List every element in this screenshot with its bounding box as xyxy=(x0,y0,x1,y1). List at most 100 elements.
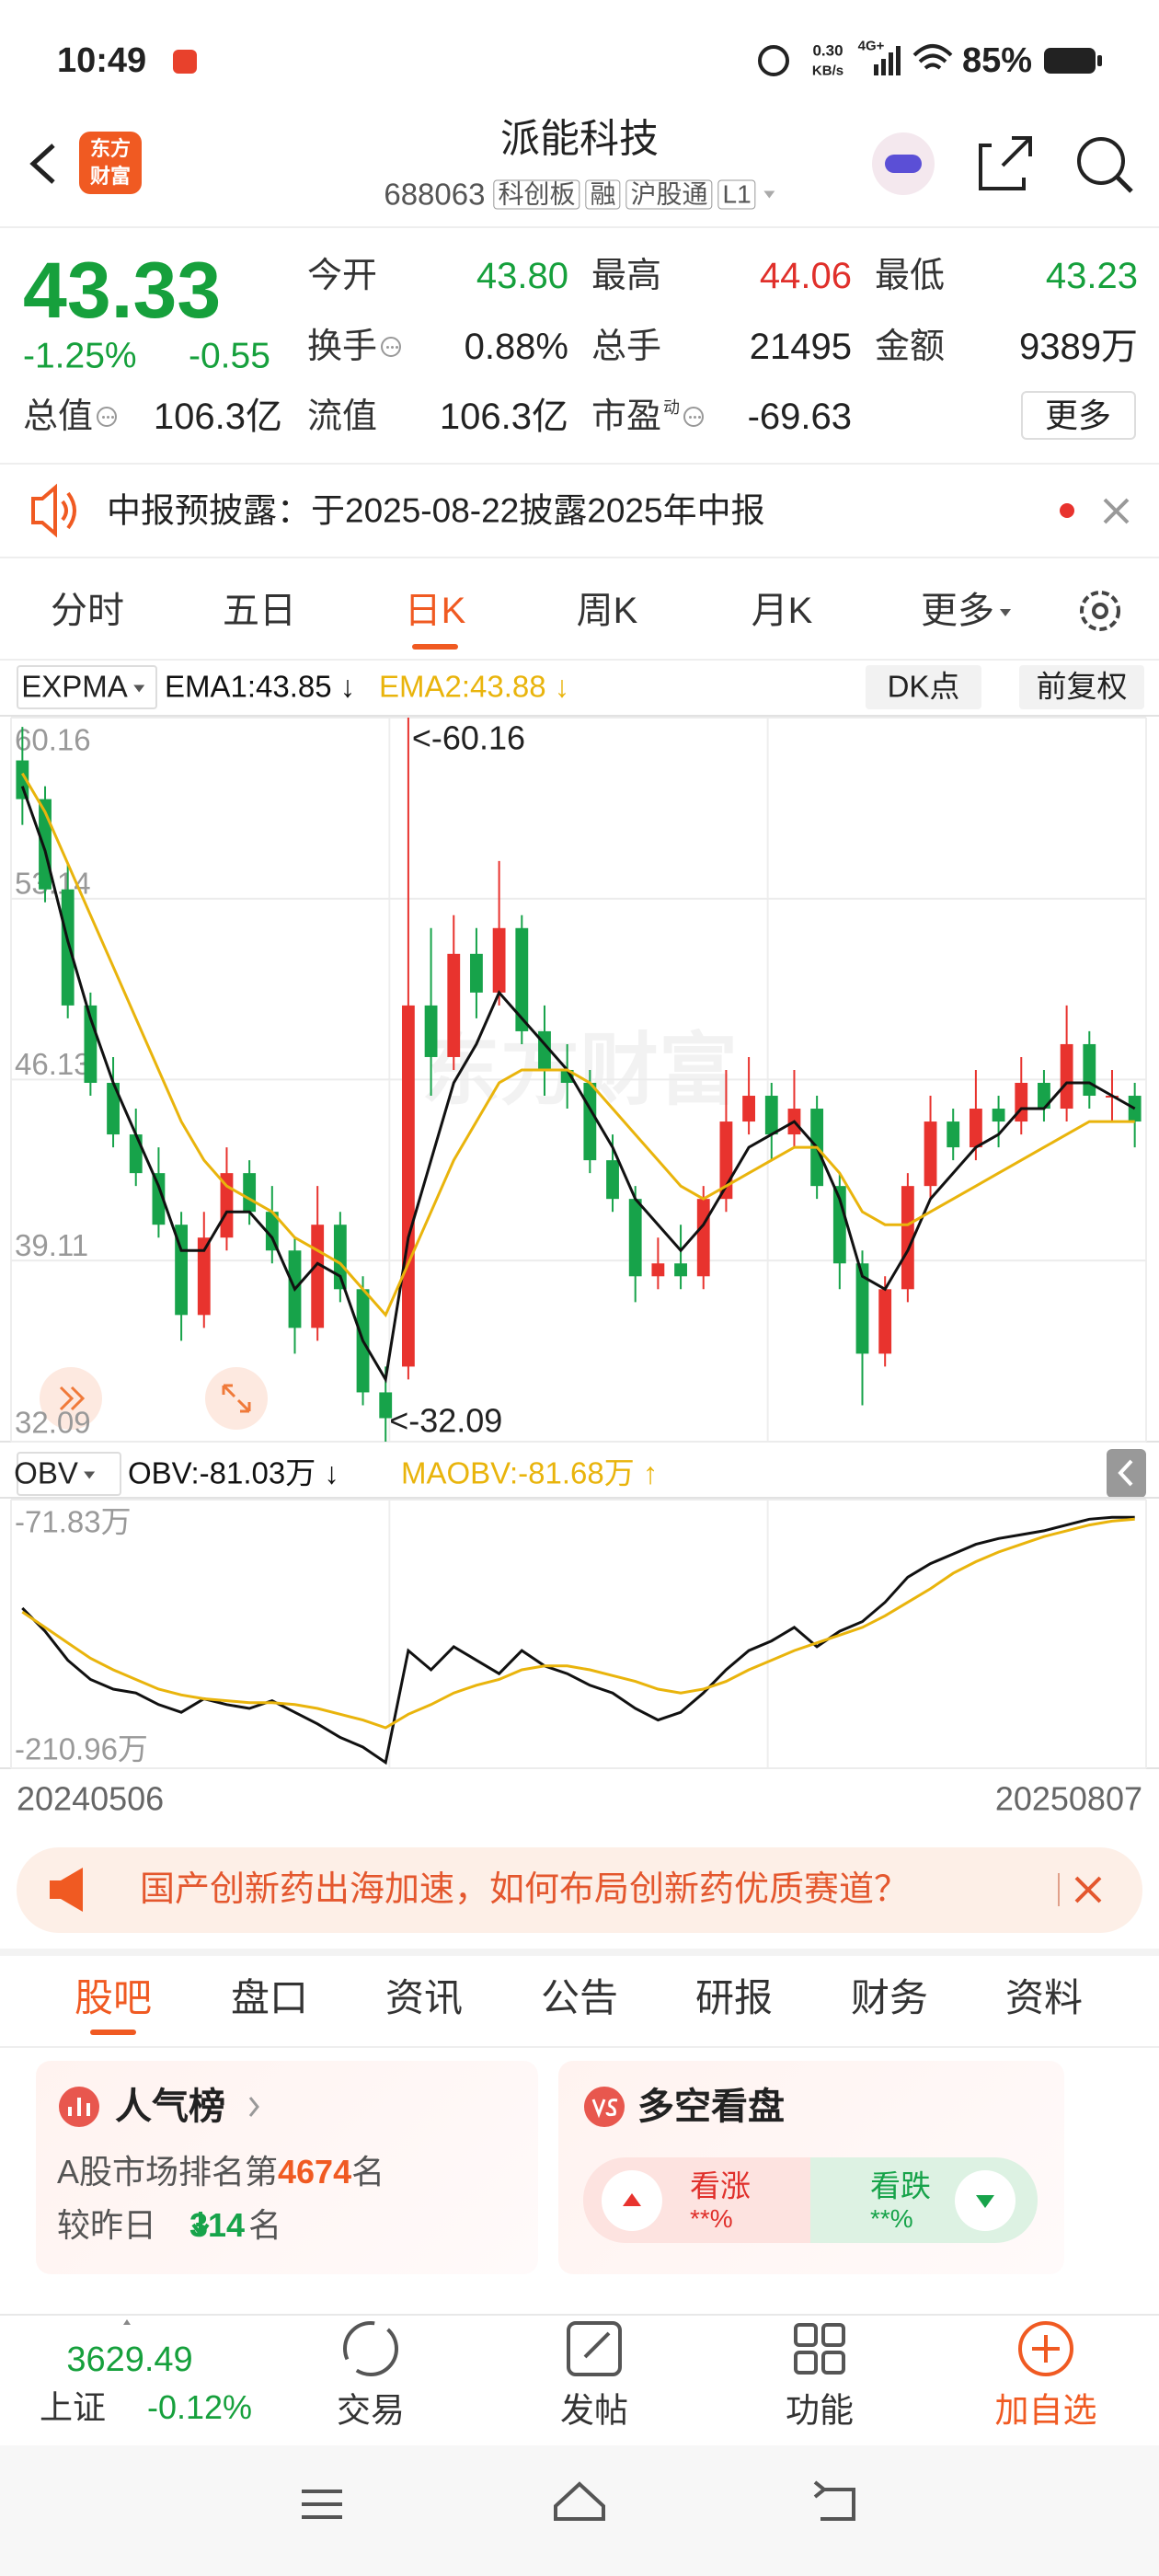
back-button[interactable] xyxy=(29,144,55,184)
pen xyxy=(583,2331,611,2359)
indicator-line xyxy=(20,786,1136,1384)
functions-icon[interactable] xyxy=(794,2323,845,2375)
chart-button[interactable]: 前复权 xyxy=(1036,669,1128,704)
app-logo[interactable] xyxy=(79,132,142,194)
section-tab[interactable]: 盘口 xyxy=(230,1976,309,2019)
expand-arrows xyxy=(222,1384,251,1413)
info-icon[interactable] xyxy=(381,337,402,357)
candle-body xyxy=(992,1109,1005,1122)
y-tick-label: 60.16 xyxy=(15,723,91,757)
avatar-face xyxy=(885,155,922,173)
signal-icon xyxy=(874,46,901,75)
dk-button[interactable] xyxy=(866,665,981,709)
battery-icon xyxy=(1044,48,1096,74)
dropdown-icon xyxy=(1000,609,1011,617)
section-tab[interactable]: 公告 xyxy=(540,1976,619,2019)
more-button[interactable] xyxy=(1021,391,1136,440)
add-watchlist-icon[interactable] xyxy=(1018,2321,1073,2376)
stat-label-text: 最低 xyxy=(875,257,946,295)
tab-indicator xyxy=(412,644,458,650)
stat-label: 总手 xyxy=(591,329,661,364)
unread-dot xyxy=(1060,503,1074,518)
notice-bar[interactable] xyxy=(0,463,1159,558)
post-icon[interactable] xyxy=(567,2321,622,2376)
section-tab[interactable]: 股吧 xyxy=(74,1976,153,2019)
action-label[interactable]: 功能 xyxy=(786,2391,854,2430)
period-tab[interactable]: 分时 xyxy=(51,591,124,631)
popularity-card[interactable] xyxy=(36,2061,538,2274)
collapse-tab[interactable] xyxy=(1107,1449,1146,1498)
search-handle xyxy=(1115,175,1133,193)
period-tab[interactable]: 月K xyxy=(751,591,813,631)
net-speed: 0.30 xyxy=(812,41,843,60)
x-tick-label: 20240506 xyxy=(17,1780,164,1818)
card-title[interactable]: 人气榜 xyxy=(115,2087,225,2127)
collapse-arrow xyxy=(1118,1459,1133,1487)
share-button[interactable] xyxy=(979,136,1032,190)
banner[interactable] xyxy=(17,1847,1142,1933)
info-icon[interactable] xyxy=(97,407,118,427)
indicator-selector[interactable] xyxy=(17,665,157,709)
search-button[interactable] xyxy=(1077,137,1125,185)
period-tab[interactable]: 日K xyxy=(404,591,466,631)
adjust-button[interactable] xyxy=(1019,665,1144,709)
info-icon[interactable] xyxy=(683,407,705,427)
index-arrow xyxy=(123,2319,131,2325)
menu-key[interactable] xyxy=(302,2490,342,2519)
close-notice[interactable] xyxy=(1103,498,1130,524)
index-value[interactable]: 3629.49 xyxy=(66,2340,193,2379)
stock-code: 688063 xyxy=(384,177,486,212)
indicator-selector[interactable] xyxy=(17,1452,121,1496)
app-icon xyxy=(173,50,197,74)
section-tab[interactable]: 资讯 xyxy=(384,1976,464,2019)
more-button-label[interactable]: 更多 xyxy=(1044,397,1112,434)
section-tab[interactable]: 资料 xyxy=(1004,1976,1084,2019)
close-banner[interactable] xyxy=(1074,1876,1102,1903)
action-label[interactable]: 交易 xyxy=(337,2391,405,2430)
stock-tag: 沪股通 xyxy=(625,179,713,209)
legend-entry: EMA1:43.85 ↓ xyxy=(165,669,356,704)
vs-icon xyxy=(584,2087,625,2127)
chart-button[interactable]: DK点 xyxy=(887,669,960,704)
divider xyxy=(0,1949,1159,1956)
period-tab[interactable]: 五日 xyxy=(223,591,296,631)
stat-value: -69.63 xyxy=(747,397,852,437)
stat-label-text: 流值 xyxy=(307,397,378,436)
stat-label-text: 总值 xyxy=(23,397,94,436)
card-title[interactable]: 多空看盘 xyxy=(637,2087,785,2127)
stock-tag: 融 xyxy=(585,179,621,209)
network-type: 4G+ xyxy=(857,38,885,54)
back-key[interactable] xyxy=(813,2480,855,2521)
notice-text[interactable]: 中报预披露：于2025-08-22披露2025年中报 xyxy=(107,491,765,530)
rank-prefix: A股市场排名第 xyxy=(57,2153,279,2191)
home-key[interactable] xyxy=(554,2481,605,2521)
megaphone-icon xyxy=(50,1868,83,1912)
action-label[interactable]: 加自选 xyxy=(994,2391,1097,2430)
section-tab[interactable]: 财务 xyxy=(850,1976,929,2019)
change-prefix: 较昨日 xyxy=(57,2206,157,2244)
trade-icon[interactable] xyxy=(343,2321,398,2376)
settings-button[interactable] xyxy=(1080,591,1120,631)
bear-value: **% xyxy=(870,2204,913,2233)
banner-text[interactable]: 国产创新药出海加速，如何布局创新药优质赛道？ xyxy=(140,1870,910,1909)
stat-label: 最低 xyxy=(875,259,945,293)
stat-label-text: 换手 xyxy=(307,328,378,366)
dropdown-icon[interactable] xyxy=(763,190,775,198)
period-tab[interactable]: 更多 xyxy=(921,592,1011,629)
section-tab[interactable]: 研报 xyxy=(694,1976,774,2019)
divider xyxy=(0,226,1159,228)
period-tab[interactable]: 周K xyxy=(576,591,638,631)
action-label[interactable]: 发帖 xyxy=(560,2391,628,2430)
candle-body xyxy=(628,1199,642,1277)
y-tick-label: 32.09 xyxy=(15,1406,91,1440)
indicator-name[interactable]: EXPMA xyxy=(21,672,144,702)
candle-body xyxy=(243,1173,257,1213)
vs-letters xyxy=(591,2099,618,2119)
indicator-line xyxy=(21,772,1135,1318)
candle-body xyxy=(311,1225,325,1328)
indicator-name[interactable]: OBV xyxy=(14,1458,95,1489)
fullscreen-button[interactable] xyxy=(205,1367,268,1430)
rank-suffix: 名 xyxy=(351,2153,385,2191)
clock: 10:49 xyxy=(57,41,147,80)
